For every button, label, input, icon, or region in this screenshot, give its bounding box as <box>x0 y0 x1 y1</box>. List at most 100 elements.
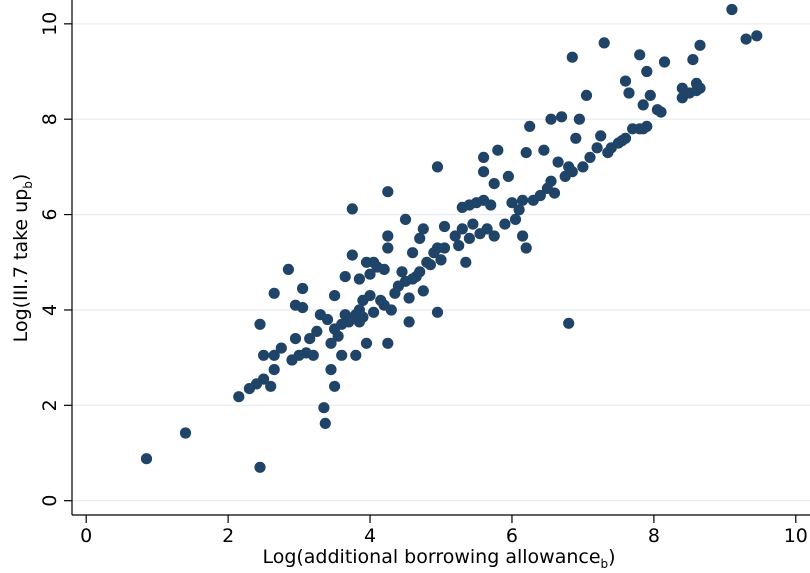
data-point <box>481 223 493 235</box>
data-point <box>545 113 557 125</box>
data-point <box>460 256 472 268</box>
y-tick-label: 0 <box>39 495 61 507</box>
data-point <box>254 318 266 330</box>
data-point <box>580 89 593 101</box>
data-point <box>623 87 635 99</box>
data-points <box>140 3 763 473</box>
data-point <box>524 120 536 132</box>
data-point <box>382 242 394 254</box>
data-point <box>655 106 667 118</box>
data-point <box>751 30 763 42</box>
data-point <box>321 313 334 326</box>
data-point <box>311 325 323 337</box>
data-point <box>534 189 546 202</box>
data-point <box>449 230 461 242</box>
data-point <box>502 170 514 182</box>
data-point <box>407 247 419 259</box>
data-point <box>140 453 153 465</box>
data-point <box>417 223 429 235</box>
data-point <box>435 254 447 266</box>
data-point <box>378 263 390 275</box>
data-point <box>258 373 270 385</box>
data-point <box>467 218 479 230</box>
data-point <box>424 259 436 271</box>
data-point <box>382 186 394 198</box>
data-point <box>478 166 490 178</box>
data-point <box>545 175 557 187</box>
data-point <box>325 364 337 376</box>
data-point <box>258 349 270 361</box>
data-point <box>552 156 564 168</box>
data-point <box>456 223 468 235</box>
data-point <box>233 391 245 403</box>
x-ticks: 0 2 4 6 8 10 <box>80 515 808 547</box>
data-point <box>179 427 192 439</box>
data-point <box>332 330 344 342</box>
data-point <box>382 337 394 349</box>
data-point <box>403 316 415 328</box>
data-point <box>364 268 376 280</box>
data-point <box>414 232 426 244</box>
data-point <box>357 311 369 323</box>
data-point <box>637 99 649 111</box>
data-point <box>254 461 266 473</box>
data-point <box>438 220 451 233</box>
data-point <box>517 230 529 242</box>
data-point <box>520 147 532 159</box>
data-point <box>275 342 287 354</box>
data-point <box>563 317 575 329</box>
data-point <box>506 197 518 209</box>
x-tick-label: 2 <box>222 525 234 547</box>
data-point <box>417 285 429 297</box>
data-point <box>431 161 444 173</box>
data-point <box>329 380 341 392</box>
data-point <box>566 51 578 63</box>
data-point <box>726 3 738 16</box>
x-axis-title: Log(additional borrowing allowanceb) <box>262 546 615 571</box>
data-point <box>577 161 589 173</box>
data-point <box>566 166 578 178</box>
data-point <box>431 306 444 318</box>
x-tick-label: 6 <box>506 525 518 547</box>
data-point <box>488 178 500 190</box>
data-point <box>478 151 490 163</box>
data-point <box>595 130 607 142</box>
data-point <box>396 266 408 278</box>
data-point <box>641 120 653 132</box>
x-tick-label: 8 <box>648 525 660 547</box>
data-point <box>268 364 280 376</box>
data-point <box>319 417 331 429</box>
data-point <box>517 194 529 206</box>
data-point <box>282 263 294 275</box>
data-point <box>619 132 632 144</box>
data-point <box>368 306 380 318</box>
y-tick-label: 2 <box>39 399 61 411</box>
data-point <box>499 218 511 230</box>
data-point <box>265 380 277 392</box>
data-point <box>453 240 465 252</box>
data-point <box>325 337 337 349</box>
data-point <box>399 213 412 225</box>
data-point <box>329 290 341 302</box>
y-tick-label: 4 <box>39 304 61 316</box>
data-point <box>414 266 426 278</box>
data-point <box>644 89 656 101</box>
data-point <box>297 302 309 314</box>
data-point <box>520 242 532 254</box>
y-tick-label: 10 <box>39 12 61 36</box>
data-point <box>304 333 316 345</box>
y-tick-label: 6 <box>39 209 61 221</box>
data-point <box>634 49 646 61</box>
data-point <box>438 242 451 254</box>
data-point <box>573 113 586 125</box>
data-point <box>694 82 706 94</box>
data-point <box>556 111 568 123</box>
data-point <box>364 290 376 302</box>
data-point <box>268 287 280 299</box>
data-point <box>307 349 319 361</box>
data-point <box>360 337 373 349</box>
data-point <box>485 199 497 211</box>
data-point <box>463 232 475 244</box>
data-point <box>403 292 415 304</box>
x-tick-label: 10 <box>784 525 808 547</box>
